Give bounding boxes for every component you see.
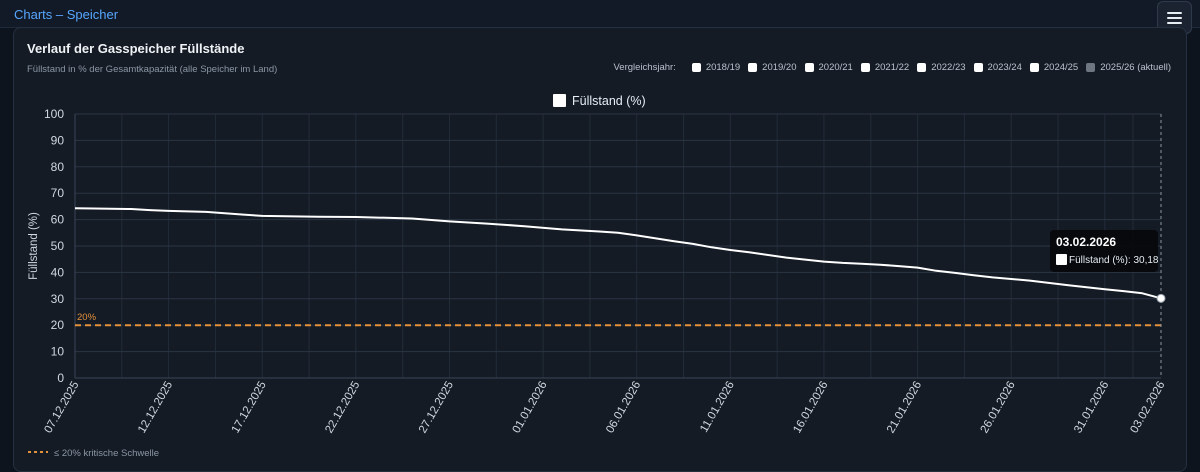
tooltip-value: Füllstand (%): 30,18 [1069,255,1159,266]
x-tick-label: 12.12.2025 [136,380,175,436]
compare-year-2018-19[interactable]: 2018/19 [691,62,740,73]
x-tick-label: 17.12.2025 [230,380,269,436]
tooltip-swatch [1056,254,1067,265]
threshold-legend-label: ≤ 20% kritische Schwelle [54,448,159,459]
y-tick-label: 100 [44,107,64,121]
checkbox-icon[interactable] [691,63,701,72]
y-tick-label: 0 [57,371,64,385]
compare-year-2019-20[interactable]: 2019/20 [748,62,797,73]
x-tick-label: 11.01.2026 [698,380,737,435]
x-tick-label: 03.02.2026 [1128,380,1167,436]
x-tick-label: 26.01.2026 [979,380,1018,436]
compare-year-2025-26: 2025/26 (aktuell) [1086,62,1171,73]
compare-year-2023-24[interactable]: 2023/24 [973,62,1022,73]
x-tick-label: 06.01.2026 [604,380,643,436]
checkbox-icon[interactable] [973,63,983,72]
y-tick-label: 80 [51,160,65,174]
x-tick-label: 27.12.2025 [417,380,456,436]
page-title: Charts – Speicher [14,7,119,22]
tooltip-date: 03.02.2026 [1056,235,1116,249]
y-tick-label: 90 [51,133,65,147]
tooltip: 03.02.2026 Füllstand (%): 30,18 [1050,230,1159,272]
y-tick-label: 10 [51,345,65,359]
y-tick-label: 40 [51,265,65,279]
y-tick-label: 30 [51,292,65,306]
checkbox-icon[interactable] [748,63,758,72]
y-tick-label: 20 [51,318,65,332]
checkbox-icon [1086,63,1096,72]
checkbox-icon[interactable] [804,63,814,72]
x-tick-label: 22.12.2025 [323,380,362,436]
checkbox-icon[interactable] [1029,63,1039,72]
x-tick-label: 16.01.2026 [791,380,830,436]
compare-year-2022-23[interactable]: 2022/23 [917,62,966,73]
chart-subtitle: Füllstand in % der Gesamtkapazität (alle… [27,64,278,75]
legend-label: Füllstand (%) [572,94,646,108]
x-tick-label: 07.12.2025 [42,380,81,436]
menu-icon-bar-1 [1167,12,1182,14]
checkbox-icon[interactable] [860,63,870,72]
y-tick-label: 60 [51,213,65,227]
menu-icon-bar-3 [1167,22,1182,24]
threshold-legend: ≤ 20% kritische Schwelle [28,448,159,459]
threshold-label: 20% [77,312,97,323]
series-line [74,207,1162,300]
y-tick-label: 70 [51,186,65,200]
menu-icon-bar-2 [1167,17,1182,19]
compare-year-2020-21[interactable]: 2020/21 [804,62,853,73]
legend: Füllstand (%) [553,94,646,108]
compare-year-2021-22[interactable]: 2021/22 [860,62,909,73]
y-tick-label: 50 [51,239,65,253]
chart-title: Verlauf der Gasspeicher Füllstände [27,41,245,56]
legend-swatch [553,94,566,107]
data-point-highlight [1156,293,1166,303]
x-tick-label: 01.01.2026 [511,380,550,436]
chart-card [13,27,1187,472]
y-axis-title: Füllstand (%) [28,212,40,280]
x-tick-label: 31.01.2026 [1072,380,1111,436]
x-tick-label: 21.01.2026 [885,380,924,436]
compare-year-2024-25[interactable]: 2024/25 [1029,62,1078,73]
checkbox-icon[interactable] [917,63,927,72]
compare-label: Vergleichsjahr: [613,62,676,73]
compare-year-selector: Vergleichsjahr: 2018/19 2019/20 2020/21 … [614,62,1172,73]
tooltip-box [1050,230,1158,272]
